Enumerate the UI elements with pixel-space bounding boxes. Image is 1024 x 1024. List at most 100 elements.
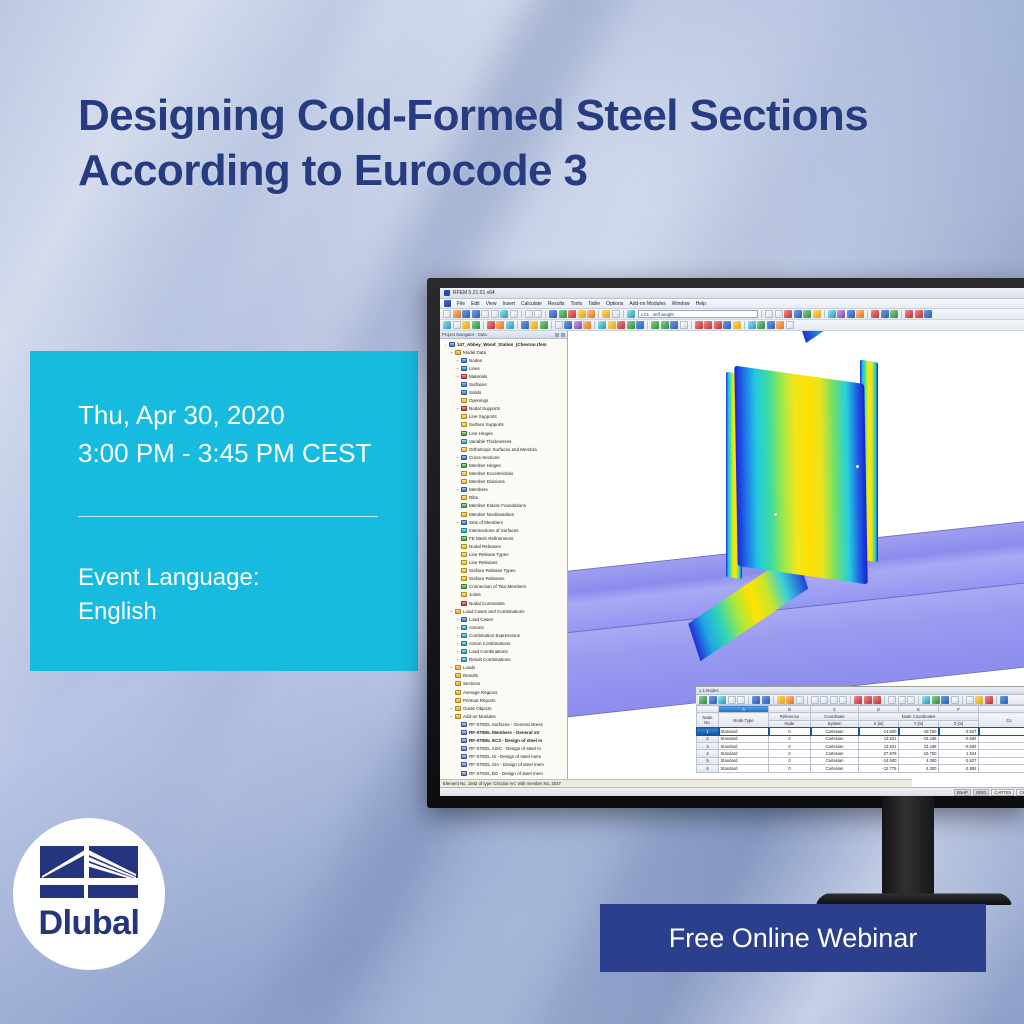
tree-item-results[interactable]: Results <box>441 672 567 680</box>
delete-icon[interactable] <box>871 310 879 318</box>
expand-icon[interactable]: + <box>456 357 459 363</box>
cell-y[interactable]: 4.300 <box>898 756 939 766</box>
expand-icon[interactable]: + <box>456 649 459 655</box>
arc-tool-icon[interactable] <box>462 321 470 329</box>
save-icon[interactable] <box>462 310 470 318</box>
tree-item-sections[interactable]: Sections <box>441 680 567 688</box>
cell-sys[interactable]: Cartesian <box>810 764 859 773</box>
cell-x[interactable]: 27.979 <box>858 749 899 758</box>
surface-icon[interactable] <box>837 310 845 318</box>
tree-item-nodes[interactable]: + Nodes <box>441 356 567 364</box>
report-icon[interactable] <box>905 310 913 318</box>
expand-icon[interactable]: + <box>456 487 459 493</box>
support-icon[interactable] <box>856 310 864 318</box>
status-indicators[interactable]: SNAP GRID CARTES OSNAP <box>953 788 1024 796</box>
cell-y[interactable]: -10.750 <box>897 726 940 737</box>
indicator-osnap[interactable]: OSNAP <box>1016 788 1024 796</box>
copy-icon[interactable] <box>500 310 508 318</box>
3d-viewport[interactable]: 1.1 Nodes <box>568 331 1024 796</box>
menu-bar[interactable]: File Edit View Insert Calculate Results … <box>440 299 1024 309</box>
tree-item-nodal-supports[interactable]: + Nodal Supports <box>441 405 567 413</box>
expand-icon[interactable]: + <box>456 462 459 468</box>
view-yz-icon[interactable] <box>713 321 722 329</box>
filter-icon[interactable] <box>766 321 775 329</box>
cell-type[interactable]: Standard <box>718 749 769 758</box>
expand-icon[interactable]: + <box>456 624 459 630</box>
cell-ref[interactable]: 0 <box>768 764 811 773</box>
tree-item-lines[interactable]: + Lines <box>441 364 567 372</box>
cell-comment[interactable] <box>977 726 1024 737</box>
indicator-cartes[interactable]: CARTES <box>991 788 1015 796</box>
table-percent-icon[interactable] <box>984 695 993 704</box>
table-first-icon[interactable] <box>752 695 760 704</box>
close-icon[interactable] <box>561 332 565 337</box>
tree-item-actions[interactable]: + Actions <box>441 623 567 631</box>
check-icon[interactable] <box>890 310 898 318</box>
cell-type[interactable]: Standard <box>718 741 769 751</box>
table-undo-icon[interactable] <box>776 695 785 704</box>
undo-icon[interactable] <box>524 310 533 318</box>
table-row[interactable]: 5 Standard 0 Cartesian -14.500 4.300 -3.827 <box>696 756 1024 766</box>
cell-z[interactable]: -0.592 <box>938 734 979 743</box>
cell-no[interactable]: 2 <box>696 734 719 743</box>
menu-item-view[interactable]: View <box>485 300 497 307</box>
pin-icon[interactable] <box>555 332 559 337</box>
load-case-select[interactable]: LC1 - self weight <box>638 310 758 318</box>
menu-item-calculate[interactable]: Calculate <box>520 300 542 307</box>
indicator-grid[interactable]: GRID <box>972 788 990 796</box>
tree-item-load-cases[interactable]: + Load Cases <box>441 615 567 623</box>
paste-icon[interactable] <box>509 310 518 318</box>
cell-comment[interactable] <box>978 741 1024 751</box>
tree-item-nodal-releases[interactable]: Nodal Releases <box>441 542 567 550</box>
nodes-table[interactable]: A B C D E F <box>696 705 1024 787</box>
cell-ref[interactable]: 0 <box>768 741 811 751</box>
results-off-icon[interactable] <box>611 310 620 318</box>
tree-item-member-nonlinearities[interactable]: Member Nonlinearities <box>441 510 567 518</box>
cell-sys[interactable]: Cartesian <box>810 741 859 751</box>
tree-item-loads[interactable]: + Loads <box>441 664 567 672</box>
cell-type[interactable]: Standard <box>718 764 769 773</box>
next-case-icon[interactable] <box>774 310 783 318</box>
visibility-icon[interactable] <box>747 321 756 329</box>
zoom-window-icon[interactable] <box>651 321 659 329</box>
cell-x[interactable]: -12.775 <box>858 764 899 773</box>
tree-item-result-combinations[interactable]: + Result Combinations <box>441 656 567 664</box>
render-icon[interactable] <box>549 310 557 318</box>
tree-item-load-combinations[interactable]: + Load Combinations <box>441 648 567 656</box>
col-letter-c[interactable]: C <box>810 705 859 714</box>
table-layout-icon[interactable] <box>888 695 896 704</box>
tree-item-variable-thicknesses[interactable]: Variable Thicknesses <box>441 437 567 445</box>
col-letter-a[interactable]: A <box>718 705 769 714</box>
table-calc-icon[interactable] <box>950 695 959 704</box>
table-redo-icon[interactable] <box>786 695 794 704</box>
tree-item-line-releases[interactable]: Line Releases <box>441 559 567 567</box>
nodal-support-tool-icon[interactable] <box>520 321 529 329</box>
grid-tool-icon[interactable] <box>564 321 572 329</box>
view-3d-icon[interactable] <box>723 321 731 329</box>
cell-type[interactable]: Standard <box>718 734 769 743</box>
tree-root[interactable]: - 147_Abbey_Wood_Station_(Chevron.rfem <box>441 340 567 348</box>
expand-icon[interactable]: + <box>456 373 459 379</box>
export-icon[interactable] <box>914 310 923 318</box>
table-append-row-icon[interactable] <box>873 695 881 704</box>
table-cut-icon[interactable] <box>810 695 819 704</box>
table-row[interactable]: 1 Standard 0 Cartesian -14.500 -10.750 -3.827 <box>696 726 1024 737</box>
col-letter-g[interactable] <box>978 705 1024 714</box>
table-delete-row-icon[interactable] <box>854 695 862 704</box>
cell-z[interactable]: -3.992 <box>938 764 979 773</box>
display-options-icon[interactable] <box>732 321 741 329</box>
new-file-icon[interactable] <box>443 310 451 318</box>
table-import-icon[interactable] <box>931 695 940 704</box>
view-icon[interactable] <box>587 310 595 318</box>
expand-icon[interactable]: + <box>450 608 453 614</box>
cell-z[interactable]: -3.827 <box>938 756 979 766</box>
polyline-tool-icon[interactable] <box>471 321 480 329</box>
tree-item-orthotropic-surfaces-and-membra[interactable]: Orthotropic Surfaces and Membra <box>441 445 567 453</box>
loadcase-icon[interactable] <box>626 310 635 318</box>
table-export-icon[interactable] <box>922 695 930 704</box>
table-refresh-icon[interactable] <box>795 695 804 704</box>
cell-no[interactable]: 4 <box>696 749 719 758</box>
tree-item-fe-mesh-refinements[interactable]: FE Mesh Refinements <box>441 534 567 542</box>
cell-z[interactable]: -0.592 <box>938 741 979 751</box>
view-xz-icon[interactable] <box>704 321 712 329</box>
